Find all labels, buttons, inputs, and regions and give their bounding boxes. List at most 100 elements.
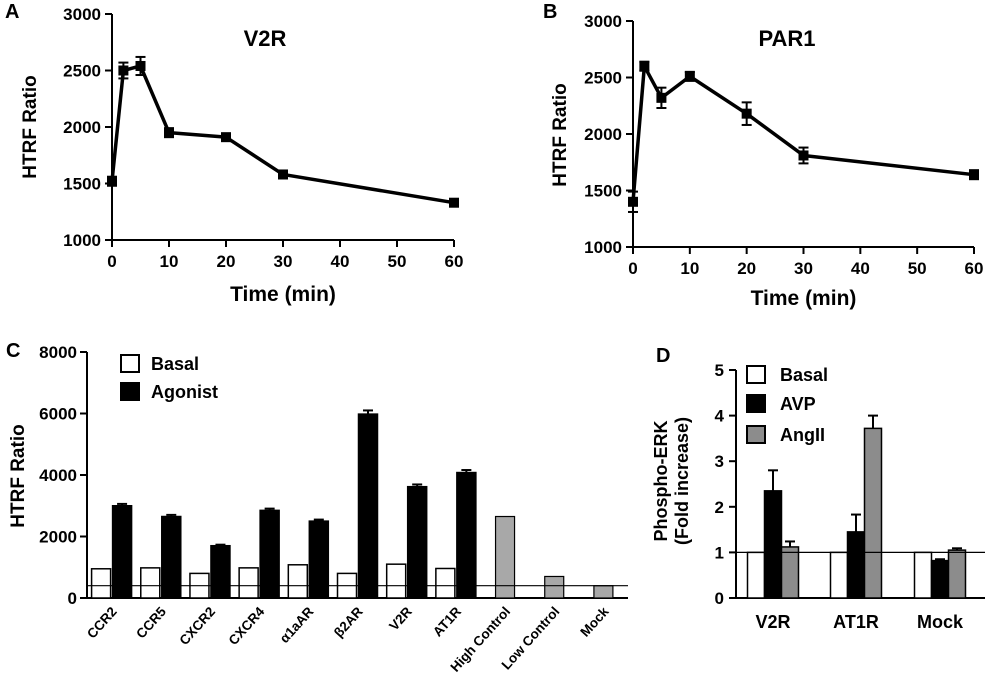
y-tick-label: 2000	[39, 528, 77, 547]
y-tick-label: 2000	[63, 118, 101, 137]
x-tick-label: 50	[388, 252, 407, 271]
bar-agonist	[308, 520, 330, 599]
x-tick-label: 0	[107, 252, 116, 271]
y-tick-label: 3	[715, 452, 724, 471]
x-tick-label: 60	[965, 259, 984, 278]
chart-title: PAR1	[758, 26, 815, 51]
x-tick-label: 30	[274, 252, 293, 271]
y-tick-label: 3000	[63, 5, 101, 24]
bar-agonist	[357, 413, 379, 599]
y-tick-label: 2500	[584, 69, 622, 88]
x-tick-label: 40	[851, 259, 870, 278]
bar-basal	[829, 551, 849, 599]
legend-label: AngII	[780, 425, 825, 445]
y-tick-label: 1000	[63, 231, 101, 250]
data-point	[107, 176, 117, 187]
data-point	[798, 150, 809, 161]
bar-angii	[947, 549, 967, 599]
x-tick-label: 10	[160, 252, 179, 271]
bar-control	[544, 575, 565, 599]
bar-agonist	[259, 509, 280, 599]
y-tick-label: 0	[68, 589, 77, 608]
bar-avp	[763, 490, 783, 599]
x-tick-label: CXCR2	[176, 604, 218, 648]
bar-control	[494, 515, 516, 599]
legend-swatch	[120, 354, 140, 373]
data-point	[278, 169, 288, 180]
panel-label: C	[6, 340, 20, 362]
bar-angii	[863, 427, 883, 599]
x-tick-label: V2R	[755, 612, 790, 632]
bar-agonist	[456, 471, 477, 599]
legend-label: AVP	[780, 394, 816, 414]
bar-agonist	[111, 505, 133, 599]
x-tick-label: V2R	[386, 604, 415, 634]
legend-swatch	[746, 365, 766, 384]
y-axis-label-line2: (Fold increase)	[672, 417, 692, 545]
bar-basal	[913, 551, 933, 599]
bar-agonist	[406, 485, 428, 599]
x-tick-label: CXCR4	[226, 604, 268, 648]
x-tick-label: AT1R	[430, 604, 464, 640]
series-line	[110, 64, 455, 205]
x-tick-label: 50	[908, 259, 927, 278]
x-tick-label: 20	[737, 259, 756, 278]
bar-basal	[385, 563, 407, 599]
legend-label: Basal	[780, 365, 828, 385]
x-tick-label: 20	[217, 252, 236, 271]
data-point	[969, 169, 979, 180]
y-tick-label: 1500	[584, 182, 622, 201]
data-point	[221, 132, 231, 143]
legend-swatch	[746, 394, 766, 413]
y-tick-label: 4000	[39, 466, 77, 485]
bar-avp	[846, 531, 866, 599]
x-tick-label: 40	[331, 252, 350, 271]
data-point	[164, 127, 174, 138]
bar-basal	[435, 567, 456, 599]
y-tick-label: 1500	[63, 175, 101, 194]
bar-avp	[930, 559, 950, 599]
bar-control	[593, 585, 614, 599]
bar-basal	[238, 567, 259, 599]
x-tick-label: 10	[680, 259, 699, 278]
y-tick-label: 2	[715, 498, 724, 517]
y-tick-label: 1	[715, 543, 724, 562]
y-tick-label: 1000	[584, 238, 622, 257]
data-point	[628, 196, 638, 207]
x-tick-label: 60	[445, 252, 464, 271]
legend-swatch	[746, 425, 766, 444]
bar-basal	[140, 567, 161, 599]
x-axis-label: Time (min)	[751, 287, 857, 310]
x-tick-label: Mock	[577, 604, 612, 640]
y-tick-label: 2500	[63, 62, 101, 81]
bar-angii	[780, 546, 800, 599]
x-tick-label: 30	[794, 259, 813, 278]
y-tick-label: 3000	[584, 12, 622, 31]
panel-label: D	[656, 345, 670, 367]
chart-title: V2R	[244, 26, 287, 51]
bar-basal	[90, 568, 112, 599]
series-line	[631, 64, 975, 202]
bar-basal	[287, 564, 309, 599]
x-tick-label: β2AR	[331, 604, 366, 640]
data-point	[741, 108, 752, 119]
y-tick-label: 6000	[39, 405, 77, 424]
data-point	[135, 60, 146, 71]
x-tick-label: 0	[628, 259, 637, 278]
data-point	[118, 65, 129, 76]
bar-basal	[746, 551, 766, 599]
y-tick-label: 5	[715, 361, 724, 380]
y-axis-label: HTRF Ratio	[8, 424, 29, 527]
data-point	[684, 71, 695, 82]
x-tick-label: α1aAR	[277, 604, 317, 646]
x-tick-label: CCR2	[84, 604, 120, 641]
y-axis-label: HTRF Ratio	[550, 83, 571, 186]
x-tick-label: AT1R	[833, 612, 879, 632]
y-tick-label: 4	[715, 407, 725, 426]
y-tick-label: 2000	[584, 125, 622, 144]
panel-label: A	[5, 1, 19, 23]
x-tick-label: Mock	[917, 612, 964, 632]
panel-label: B	[543, 1, 557, 23]
data-point	[449, 197, 459, 208]
x-tick-label: CCR5	[133, 604, 169, 642]
